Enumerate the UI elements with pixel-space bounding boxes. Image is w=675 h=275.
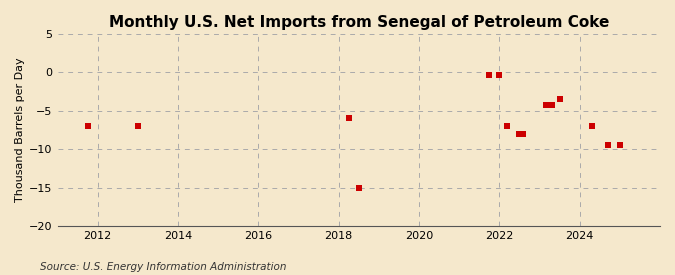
Y-axis label: Thousand Barrels per Day: Thousand Barrels per Day xyxy=(15,57,25,202)
Title: Monthly U.S. Net Imports from Senegal of Petroleum Coke: Monthly U.S. Net Imports from Senegal of… xyxy=(109,15,609,30)
Text: Source: U.S. Energy Information Administration: Source: U.S. Energy Information Administ… xyxy=(40,262,287,272)
